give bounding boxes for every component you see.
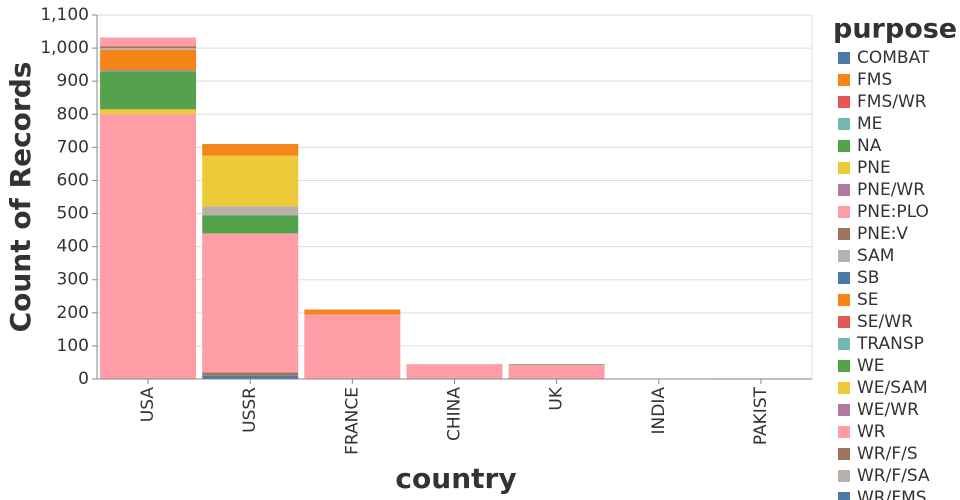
bar-segment [100, 49, 197, 70]
legend-swatch [838, 74, 850, 86]
legend-label: WE [857, 356, 885, 376]
bar-segment [304, 314, 401, 379]
y-tick-label: 100 [57, 336, 89, 356]
legend-swatch [838, 338, 850, 350]
bar-segment [100, 37, 197, 47]
bar-segment [406, 364, 503, 379]
legend-label: PNE:PLO [857, 202, 929, 222]
legend-swatch [838, 96, 850, 108]
x-tick-label: INDIA [649, 387, 669, 435]
legend-label: PNE [857, 158, 891, 178]
x-tick-label: USSR [240, 387, 260, 433]
y-tick-label: 600 [57, 170, 89, 190]
legend-swatch [838, 426, 850, 438]
legend-swatch [838, 118, 850, 130]
legend-label: COMBAT [857, 48, 930, 68]
legend-label: WE/WR [857, 400, 919, 420]
legend-swatch [838, 492, 850, 500]
legend-label: WR/FMS [857, 488, 927, 500]
legend-label: SE [857, 290, 879, 310]
legend-swatch [838, 404, 850, 416]
bar-segment [100, 48, 197, 50]
bar-segment [202, 372, 299, 376]
legend-swatch [838, 250, 850, 262]
bar-segment [100, 114, 197, 379]
legend-swatch [838, 206, 850, 218]
legend-label: WR [857, 422, 886, 442]
bar-segment [100, 46, 197, 49]
legend-swatch [838, 360, 850, 372]
x-tick-label: UK [547, 386, 567, 410]
y-tick-label: 800 [57, 104, 89, 124]
legend-swatch [838, 184, 850, 196]
legend-label: SB [857, 268, 879, 288]
legend-swatch [838, 294, 850, 306]
y-tick-label: 1,100 [40, 5, 89, 25]
legend-swatch [838, 162, 850, 174]
legend-swatch [838, 448, 850, 460]
bar-segment [202, 233, 299, 373]
y-tick-label: 1,000 [40, 38, 89, 58]
legend-label: TRANSP [856, 334, 924, 354]
legend-swatch [838, 272, 850, 284]
x-tick-label: PAKIST [751, 386, 771, 445]
legend-swatch [838, 140, 850, 152]
bar-segment [202, 144, 299, 156]
legend-label: PNE:V [857, 224, 908, 244]
legend-swatch [838, 228, 850, 240]
legend-label: WR/F/S [857, 444, 918, 464]
legend-swatch [838, 470, 850, 482]
y-tick-label: 200 [57, 303, 89, 323]
x-tick-label: FRANCE [342, 387, 362, 455]
y-tick-label: 0 [78, 369, 89, 389]
legend-swatch [838, 382, 850, 394]
bar-segment [202, 215, 299, 234]
legend-label: WR/F/SA [857, 466, 930, 486]
bar-segment [100, 109, 197, 115]
legend-label: WE/SAM [857, 378, 928, 398]
legend-label: FMS [857, 70, 892, 90]
y-tick-label: 700 [57, 137, 89, 157]
legend-label: SE/WR [857, 312, 913, 332]
legend-swatch [838, 316, 850, 328]
bar-segment [508, 364, 605, 365]
y-tick-label: 900 [57, 71, 89, 91]
bar-segment [202, 206, 299, 216]
y-axis-title: Count of Records [4, 62, 37, 333]
x-tick-label: USA [138, 387, 158, 423]
y-tick-label: 400 [57, 237, 89, 257]
bar-segment [304, 309, 401, 315]
bar-segment [202, 375, 299, 379]
x-tick-label: CHINA [445, 387, 465, 441]
x-axis-title: country [395, 462, 516, 495]
y-tick-label: 300 [57, 270, 89, 290]
legend-label: PNE/WR [857, 180, 925, 200]
bar-segment [100, 69, 197, 71]
bar-segment [202, 155, 299, 207]
legend-swatch [838, 52, 850, 64]
bar-segment [100, 71, 197, 110]
legend-label: ME [857, 114, 882, 134]
bar-segment [508, 364, 605, 379]
legend-title: purpose [833, 14, 957, 45]
legend-label: NA [857, 136, 882, 156]
legend-label: SAM [857, 246, 894, 266]
legend-label: FMS/WR [857, 92, 927, 112]
bar-segment [100, 70, 197, 72]
y-tick-label: 500 [57, 204, 89, 224]
